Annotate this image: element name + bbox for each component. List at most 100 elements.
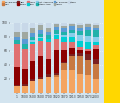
- Bar: [46, 74, 51, 77]
- Bar: [22, 32, 27, 39]
- Bar: [69, 42, 75, 48]
- Bar: [54, 77, 59, 93]
- Bar: [22, 86, 27, 93]
- Bar: [54, 75, 59, 77]
- Bar: [46, 28, 51, 32]
- Bar: [46, 59, 51, 74]
- Bar: [61, 62, 67, 63]
- Bar: [30, 42, 35, 44]
- Bar: [54, 35, 59, 39]
- Bar: [54, 39, 59, 50]
- Bar: [85, 42, 91, 49]
- Bar: [38, 79, 43, 93]
- Bar: [61, 28, 67, 32]
- Bar: [77, 23, 83, 25]
- Bar: [85, 24, 91, 27]
- Bar: [46, 32, 51, 35]
- Bar: [38, 41, 43, 56]
- Bar: [54, 73, 59, 75]
- Bar: [77, 25, 83, 28]
- Bar: [69, 26, 75, 30]
- Bar: [69, 56, 75, 70]
- Bar: [46, 35, 51, 39]
- Bar: [85, 49, 91, 51]
- Bar: [46, 42, 51, 59]
- Bar: [77, 28, 83, 31]
- Bar: [61, 50, 67, 62]
- Bar: [93, 37, 99, 42]
- Bar: [93, 49, 99, 59]
- Bar: [69, 23, 75, 24]
- Bar: [69, 70, 75, 93]
- Bar: [93, 45, 99, 49]
- Bar: [14, 44, 20, 67]
- Bar: [77, 74, 83, 93]
- Bar: [30, 33, 35, 37]
- Bar: [61, 70, 67, 93]
- Bar: [30, 79, 35, 81]
- Bar: [22, 23, 27, 32]
- Bar: [61, 37, 67, 42]
- Bar: [30, 81, 35, 93]
- Bar: [93, 30, 99, 37]
- Bar: [38, 34, 43, 37]
- Bar: [69, 33, 75, 37]
- Bar: [22, 69, 27, 84]
- Bar: [54, 23, 59, 24]
- Bar: [85, 27, 91, 30]
- Bar: [54, 27, 59, 30]
- Bar: [38, 25, 43, 30]
- Bar: [14, 40, 20, 44]
- Bar: [38, 77, 43, 79]
- Bar: [61, 26, 67, 28]
- Bar: [77, 31, 83, 35]
- Bar: [61, 32, 67, 35]
- Bar: [46, 39, 51, 42]
- Bar: [14, 67, 20, 85]
- Bar: [30, 23, 35, 28]
- Bar: [93, 28, 99, 30]
- Bar: [77, 56, 83, 74]
- Bar: [61, 23, 67, 26]
- Bar: [69, 24, 75, 26]
- Bar: [30, 44, 35, 61]
- Bar: [38, 30, 43, 34]
- Bar: [77, 53, 83, 56]
- Bar: [61, 35, 67, 37]
- Bar: [22, 44, 27, 49]
- Bar: [69, 37, 75, 42]
- Bar: [61, 63, 67, 70]
- Bar: [85, 51, 91, 54]
- Bar: [85, 54, 91, 60]
- Bar: [54, 50, 59, 73]
- Bar: [54, 30, 59, 34]
- Bar: [93, 79, 99, 93]
- Bar: [85, 23, 91, 24]
- Bar: [14, 32, 20, 37]
- Bar: [54, 34, 59, 35]
- Bar: [93, 64, 99, 79]
- Bar: [22, 84, 27, 86]
- Legend: W. Europe, USA, Jap, China, India, FSU, Lat. America, Other Asia, E. Europe, Afr: W. Europe, USA, Jap, China, India, FSU, …: [2, 1, 77, 5]
- Bar: [61, 42, 67, 50]
- Bar: [93, 59, 99, 64]
- Bar: [85, 75, 91, 93]
- Bar: [69, 30, 75, 33]
- Bar: [85, 30, 91, 36]
- Bar: [30, 28, 35, 33]
- Bar: [93, 42, 99, 45]
- Bar: [93, 23, 99, 25]
- Bar: [69, 48, 75, 54]
- Bar: [85, 36, 91, 42]
- Bar: [77, 35, 83, 41]
- Bar: [22, 49, 27, 69]
- Bar: [77, 50, 83, 53]
- Bar: [30, 40, 35, 42]
- Bar: [38, 38, 43, 41]
- Bar: [30, 37, 35, 40]
- Bar: [14, 85, 20, 86]
- Bar: [77, 41, 83, 47]
- Bar: [93, 25, 99, 28]
- Bar: [46, 77, 51, 93]
- Bar: [14, 37, 20, 40]
